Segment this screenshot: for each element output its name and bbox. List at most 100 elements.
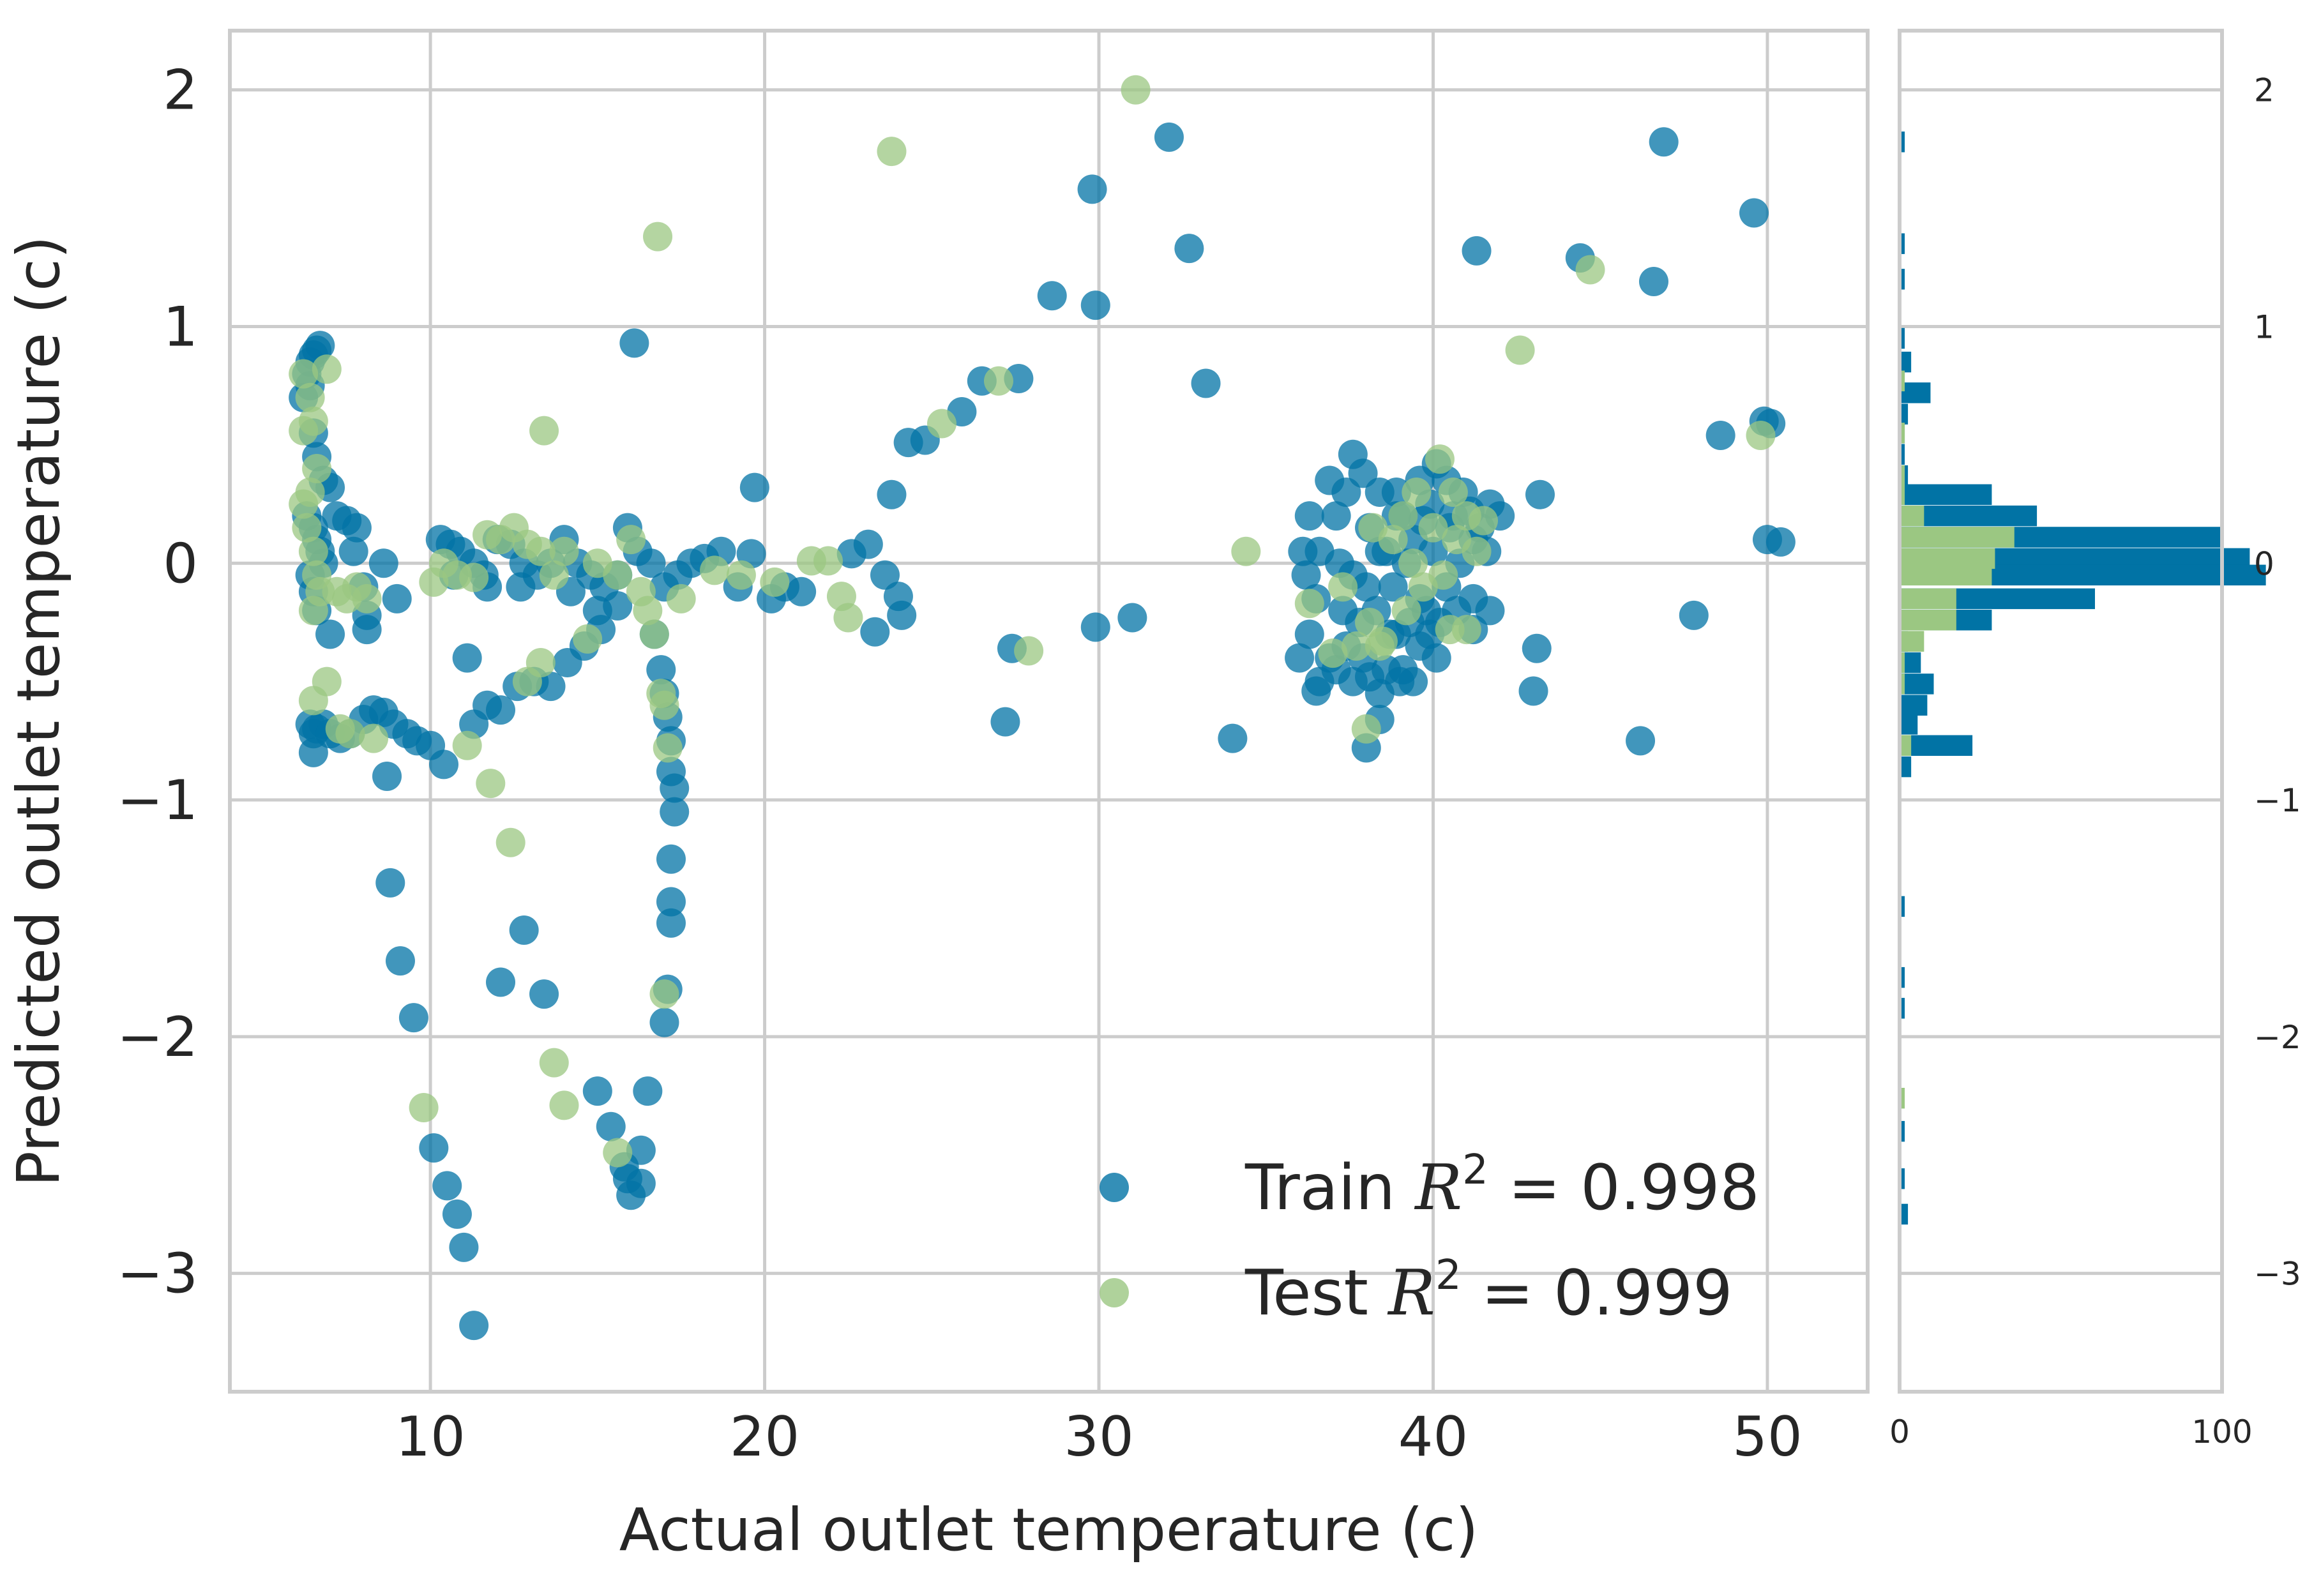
- test-point: [302, 453, 332, 483]
- test-point: [289, 359, 319, 389]
- train-point: [1291, 560, 1321, 590]
- test-point: [295, 382, 325, 412]
- test-point: [649, 690, 679, 720]
- test-point: [700, 555, 730, 585]
- train-point: [486, 967, 516, 997]
- test-point: [1398, 548, 1428, 578]
- histogram-y-tick-label: 2: [2254, 72, 2274, 109]
- y-tick-label: −2: [117, 1005, 198, 1069]
- test-point: [1469, 506, 1499, 536]
- y-tick-label: 1: [163, 295, 198, 359]
- x-axis-label: Actual outlet temperature (c): [619, 1496, 1479, 1564]
- test-histogram-bar: [1901, 1088, 1905, 1109]
- test-histogram-bar: [1901, 370, 1905, 391]
- legend: Train R2 = 0.998 Test R2 = 0.999: [1100, 1147, 1760, 1330]
- histogram-x-tick-label: 100: [2191, 1413, 2252, 1450]
- test-point: [1505, 335, 1535, 365]
- test-point: [1391, 596, 1421, 626]
- train-point: [452, 643, 482, 673]
- train-point: [1475, 596, 1505, 626]
- y-tick-labels: 2 1 0 −1 −2 −3: [117, 59, 198, 1306]
- train-point: [1462, 236, 1492, 266]
- test-point: [525, 647, 556, 677]
- test-point: [335, 719, 365, 749]
- train-point: [352, 615, 382, 645]
- train-point: [870, 560, 900, 590]
- test-point: [1451, 615, 1481, 645]
- train-point: [449, 1232, 479, 1262]
- test-point: [649, 979, 679, 1009]
- train-point: [1378, 572, 1408, 602]
- test-point: [1438, 478, 1468, 508]
- test-point: [539, 560, 569, 590]
- test-point: [292, 513, 322, 543]
- train-point: [382, 583, 412, 614]
- train-histogram-bar: [1901, 896, 1905, 917]
- histogram-y-tick-labels: 2 1 0 −1 −2 −3: [2254, 72, 2301, 1293]
- test-point: [666, 583, 696, 614]
- train-point: [626, 1168, 656, 1198]
- test-histogram-bar: [1901, 465, 1905, 486]
- train-point: [1421, 643, 1451, 673]
- train-histogram-bar: [1901, 735, 1973, 756]
- x-tick-label: 30: [1064, 1405, 1133, 1469]
- train-point: [305, 331, 335, 361]
- test-histogram-bar: [1901, 631, 1924, 652]
- train-point: [860, 617, 890, 647]
- test-point: [639, 619, 669, 649]
- train-point: [1294, 619, 1324, 649]
- test-point: [298, 536, 328, 566]
- test-point: [653, 733, 683, 763]
- train-point: [1679, 600, 1709, 630]
- histogram-frame: [1900, 31, 2222, 1392]
- test-point: [1418, 513, 1448, 543]
- x-tick-label: 50: [1732, 1405, 1802, 1469]
- test-point: [312, 666, 342, 696]
- train-point: [1174, 234, 1204, 264]
- train-histogram-bar: [1901, 714, 1918, 735]
- test-histogram-bar: [1901, 610, 1956, 631]
- test-point: [726, 560, 756, 590]
- test-point: [1014, 636, 1044, 666]
- test-series: [289, 75, 1776, 1168]
- train-point: [656, 908, 686, 938]
- train-histogram-bar: [1901, 269, 1905, 290]
- test-point: [539, 1048, 569, 1078]
- test-point: [1428, 560, 1458, 590]
- train-histogram-bar: [1901, 403, 1909, 425]
- train-histogram-bar: [1901, 695, 1928, 716]
- train-point: [633, 1076, 663, 1106]
- train-point: [660, 797, 690, 827]
- y-axis-label: Predicted outlet temperature (c): [4, 236, 73, 1186]
- train-point: [442, 1199, 472, 1229]
- y-tick-label: 2: [163, 59, 198, 123]
- train-point: [787, 576, 817, 606]
- test-point: [549, 1090, 579, 1120]
- test-point: [1351, 714, 1381, 744]
- train-point: [636, 548, 666, 578]
- scatter-plot: 10 20 30 40 50 210−1−2−3 Actual outlet tempe…: [4, 29, 1870, 1564]
- test-point: [573, 624, 603, 654]
- train-histogram-bar: [1901, 998, 1905, 1019]
- train-point: [342, 513, 372, 543]
- test-point: [289, 489, 319, 519]
- train-point: [1649, 127, 1679, 157]
- train-point: [656, 844, 686, 874]
- train-point: [1077, 174, 1107, 204]
- test-point: [1328, 572, 1358, 602]
- legend-train-marker: [1100, 1173, 1129, 1202]
- test-point: [1378, 525, 1408, 555]
- x-tick-label: 20: [730, 1405, 799, 1469]
- train-point: [1191, 368, 1221, 398]
- train-point: [1080, 612, 1110, 642]
- train-point: [298, 737, 328, 767]
- train-point: [372, 761, 402, 791]
- test-point: [1365, 631, 1395, 661]
- test-point: [1294, 589, 1324, 619]
- train-histogram-bar: [1901, 233, 1905, 254]
- test-histogram-bar: [1901, 527, 2015, 548]
- test-point: [1462, 536, 1492, 566]
- train-histogram-bar: [1901, 1120, 1905, 1142]
- test-point: [352, 583, 382, 614]
- histogram-bars: [1901, 132, 2266, 1225]
